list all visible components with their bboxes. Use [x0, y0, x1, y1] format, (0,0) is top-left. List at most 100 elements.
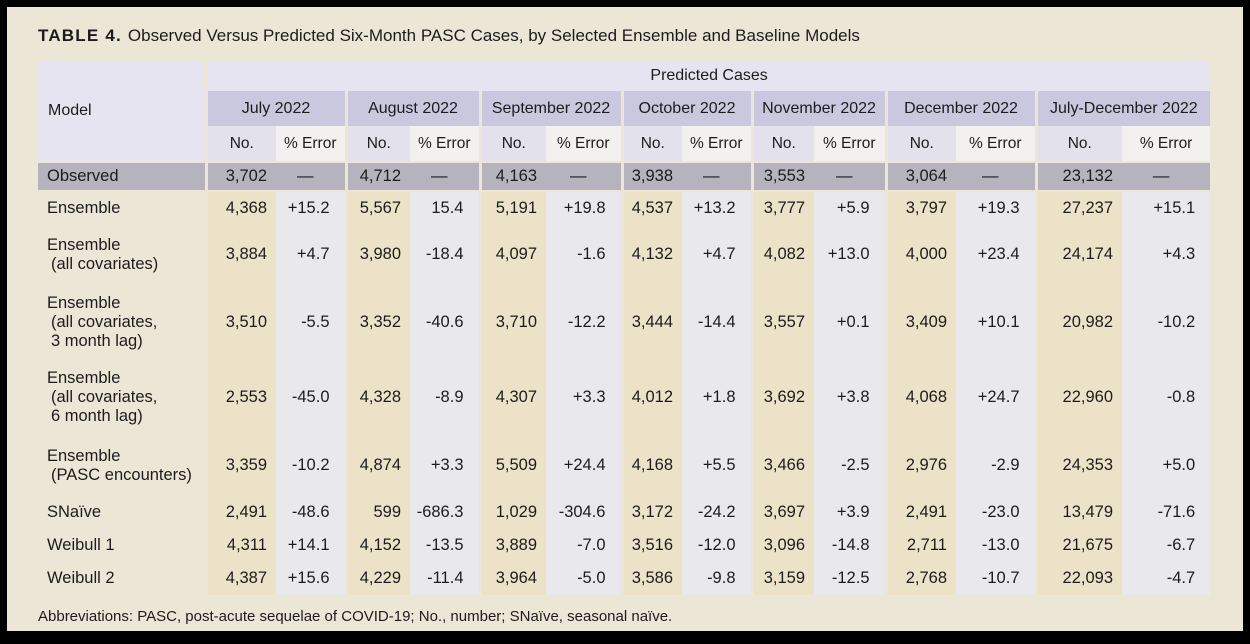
cell-error: — — [1122, 161, 1211, 192]
cell-no: 3,516 — [620, 529, 682, 562]
cell-error: +3.8 — [814, 360, 886, 435]
cell-error: -10.2 — [276, 435, 346, 496]
model-row: Ensemble (all covariates, 3 month lag) 3,51… — [38, 285, 1211, 360]
column-header-no: No. — [884, 126, 956, 162]
column-header-error: % Error — [410, 126, 480, 162]
row-label: Ensemble (all covariates, 6 month lag) — [38, 360, 206, 435]
table-body: Observed 3,702—4,712—4,163—3,938—3,553—3,… — [38, 161, 1211, 595]
cell-error: — — [410, 161, 480, 192]
predicted-cases-header: Predicted Cases — [203, 61, 1211, 91]
abbreviations-footnote: Abbreviations: PASC, post-acute sequelae… — [38, 608, 673, 625]
column-header-error: % Error — [1122, 126, 1211, 162]
cell-no: 5,509 — [478, 435, 546, 496]
cell-error: +19.3 — [956, 191, 1036, 224]
row-label: Ensemble (all covariates, 3 month lag) — [38, 285, 206, 360]
cell-no: 4,712 — [344, 161, 410, 192]
cell-error: -23.0 — [956, 496, 1036, 529]
cell-error: +10.1 — [956, 285, 1036, 360]
cell-no: 3,352 — [344, 285, 410, 360]
model-row: Weibull 2 4,387 +15.6 4,229 -11.4 3,964 -5.0 3,… — [38, 562, 1211, 595]
cell-error: -8.9 — [410, 360, 480, 435]
cell-error: -6.7 — [1122, 529, 1211, 562]
model-row: Weibull 1 4,311 +14.1 4,152 -13.5 3,889 -7.0 3,… — [38, 529, 1211, 562]
column-header-error: % Error — [276, 126, 346, 162]
cell-no: 4,537 — [620, 191, 682, 224]
cell-no: 27,237 — [1034, 191, 1122, 224]
cell-no: 3,466 — [750, 435, 814, 496]
cell-error: -13.0 — [956, 529, 1036, 562]
cell-error: +13.2 — [682, 191, 752, 224]
cell-no: 3,510 — [204, 285, 276, 360]
cell-no: 3,697 — [750, 496, 814, 529]
cell-error: +0.1 — [814, 285, 886, 360]
cell-no: 5,191 — [478, 191, 546, 224]
cell-error: -71.6 — [1122, 496, 1211, 529]
cell-no: 3,586 — [620, 562, 682, 595]
cell-no: 3,964 — [478, 562, 546, 595]
row-label: Weibull 2 — [38, 562, 206, 595]
column-header-error: % Error — [814, 126, 886, 162]
cell-no: 2,976 — [884, 435, 956, 496]
cell-error: +24.4 — [546, 435, 622, 496]
cell-no: 4,012 — [620, 360, 682, 435]
row-label: Ensemble (PASC encounters) — [38, 435, 206, 496]
cell-no: 4,152 — [344, 529, 410, 562]
cell-no: 4,168 — [620, 435, 682, 496]
cell-no: 21,675 — [1034, 529, 1122, 562]
cell-error: +4.7 — [276, 224, 346, 285]
cell-error: -11.4 — [410, 562, 480, 595]
cell-no: 4,082 — [750, 224, 814, 285]
cell-error: -45.0 — [276, 360, 346, 435]
column-header-no: No. — [344, 126, 410, 162]
table-title: TABLE 4. Observed Versus Predicted Six-Mo… — [38, 24, 1243, 48]
cell-error: -48.6 — [276, 496, 346, 529]
cell-error: -14.4 — [682, 285, 752, 360]
column-header-month: July-December 2022 — [1034, 91, 1211, 126]
cell-no: 3,064 — [884, 161, 956, 192]
column-header-no: No. — [620, 126, 682, 162]
table-number-label: TABLE 4. — [38, 26, 122, 45]
cell-error: +4.3 — [1122, 224, 1211, 285]
cell-no: 2,711 — [884, 529, 956, 562]
cell-no: 4,229 — [344, 562, 410, 595]
cell-error: -686.3 — [410, 496, 480, 529]
cell-no: 4,311 — [204, 529, 276, 562]
cell-no: 24,353 — [1034, 435, 1122, 496]
cell-no: 4,000 — [884, 224, 956, 285]
cell-error: -12.0 — [682, 529, 752, 562]
row-label: Ensemble (all covariates) — [38, 224, 206, 285]
cell-error: +15.6 — [276, 562, 346, 595]
cell-error: -24.2 — [682, 496, 752, 529]
cell-error: -40.6 — [410, 285, 480, 360]
model-row: SNaïve 2,491 -48.6 599 -686.3 1,029 -304.6 3,17… — [38, 496, 1211, 529]
cell-no: 3,359 — [204, 435, 276, 496]
row-label: SNaïve — [38, 496, 206, 529]
cell-error: +13.0 — [814, 224, 886, 285]
cell-error: +24.7 — [956, 360, 1036, 435]
cell-error: -5.5 — [276, 285, 346, 360]
cell-error: -10.7 — [956, 562, 1036, 595]
cell-no: 3,710 — [478, 285, 546, 360]
cell-no: 3,172 — [620, 496, 682, 529]
cell-error: +3.9 — [814, 496, 886, 529]
column-header-no: No. — [750, 126, 814, 162]
cell-error: -13.5 — [410, 529, 480, 562]
cell-no: 3,409 — [884, 285, 956, 360]
observed-row: Observed 3,702—4,712—4,163—3,938—3,553—3,… — [38, 161, 1211, 192]
cell-error: -10.2 — [1122, 285, 1211, 360]
column-header-month: September 2022 — [478, 91, 622, 126]
cell-error: -1.6 — [546, 224, 622, 285]
column-header-month: December 2022 — [884, 91, 1036, 126]
cell-no: 20,982 — [1034, 285, 1122, 360]
cell-error: — — [814, 161, 886, 192]
cell-error: -5.0 — [546, 562, 622, 595]
cell-error: -9.8 — [682, 562, 752, 595]
cell-no: 4,874 — [344, 435, 410, 496]
cell-no: 3,444 — [620, 285, 682, 360]
cell-error: +14.1 — [276, 529, 346, 562]
cell-no: 3,096 — [750, 529, 814, 562]
cell-no: 3,938 — [620, 161, 682, 192]
cell-no: 13,479 — [1034, 496, 1122, 529]
cell-error: -7.0 — [546, 529, 622, 562]
